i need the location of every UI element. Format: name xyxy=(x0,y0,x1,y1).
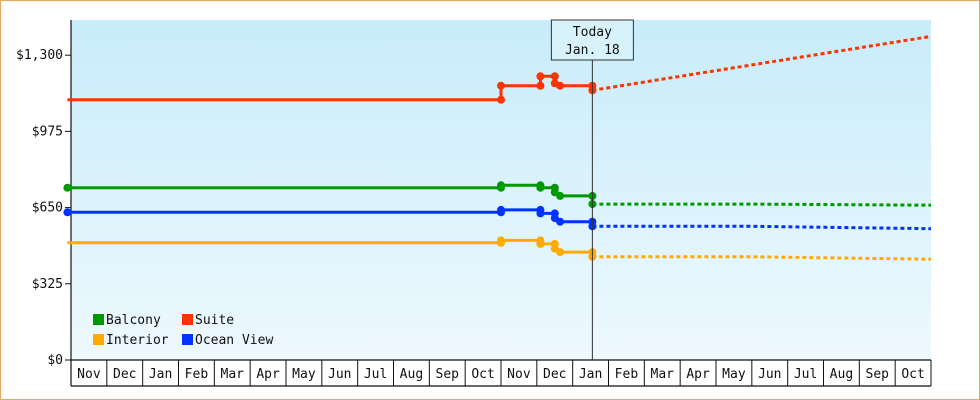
series-point xyxy=(497,95,505,104)
today-title: Today xyxy=(573,25,612,40)
month-label: Jun xyxy=(758,367,781,382)
y-tick-label: $325 xyxy=(32,277,63,292)
y-tick-label: $1,300 xyxy=(16,48,63,63)
month-label: Oct xyxy=(901,367,924,382)
month-label: Jul xyxy=(794,367,817,382)
series-point xyxy=(536,183,545,192)
month-label: May xyxy=(722,367,746,382)
month-label: Aug xyxy=(400,367,423,382)
today-box xyxy=(550,19,634,61)
legend: Balcony Suite Interior Ocean View xyxy=(93,313,273,348)
today-marker: Today Jan. 18 xyxy=(550,19,634,360)
legend-label: Balcony xyxy=(106,313,161,328)
series-point xyxy=(497,181,505,190)
today-date: Jan. 18 xyxy=(565,43,620,58)
y-tick-label: $0 xyxy=(47,353,63,368)
month-label: Nov xyxy=(507,367,531,382)
series-point xyxy=(63,208,72,217)
legend-swatch xyxy=(93,334,104,345)
month-label: Apr xyxy=(256,367,280,382)
series-point xyxy=(536,81,545,90)
series-forecast-line xyxy=(592,34,932,92)
legend-swatch xyxy=(93,314,104,325)
month-label: Sep xyxy=(436,367,460,382)
series-lines xyxy=(63,34,932,261)
month-label: Dec xyxy=(113,367,136,382)
month-label: Oct xyxy=(471,367,494,382)
month-label: Aug xyxy=(830,367,853,382)
month-label: Jan xyxy=(149,367,172,382)
month-label: Jul xyxy=(364,367,387,382)
y-axis-ticks: $0 $325 $650 $975 $1,300 xyxy=(16,48,71,368)
series-point xyxy=(556,191,565,200)
month-label: Sep xyxy=(866,367,890,382)
x-axis-months: Nov Dec Jan Feb Mar Apr May Jun Jul Aug Sep Oct Nov D… xyxy=(70,360,932,386)
series-history-line xyxy=(67,74,594,102)
series-point xyxy=(536,72,545,81)
series-point xyxy=(536,239,545,248)
month-label: Jan xyxy=(579,367,602,382)
month-label: Mar xyxy=(221,367,245,382)
series-point xyxy=(556,81,565,90)
series-point xyxy=(556,217,565,226)
month-label: Feb xyxy=(615,367,639,382)
series-point xyxy=(497,236,505,245)
month-label: Jun xyxy=(328,367,351,382)
series-forecast-line xyxy=(592,202,932,207)
y-tick-label: $650 xyxy=(32,201,63,216)
month-label: Apr xyxy=(686,367,710,382)
y-tick-label: $975 xyxy=(32,124,63,139)
legend-label: Ocean View xyxy=(195,333,273,348)
month-label: May xyxy=(292,367,316,382)
series-point xyxy=(63,183,72,192)
month-label: Dec xyxy=(543,367,566,382)
month-label: Feb xyxy=(185,367,209,382)
series-point xyxy=(550,72,559,81)
month-label: Nov xyxy=(77,367,101,382)
series-point xyxy=(497,81,505,90)
series-point xyxy=(497,205,505,214)
legend-swatch xyxy=(182,314,193,325)
legend-swatch xyxy=(182,334,193,345)
legend-label: Interior xyxy=(106,333,169,348)
month-label: Mar xyxy=(651,367,675,382)
series-point xyxy=(536,209,545,218)
legend-label: Suite xyxy=(195,313,234,328)
series-point xyxy=(556,248,565,257)
